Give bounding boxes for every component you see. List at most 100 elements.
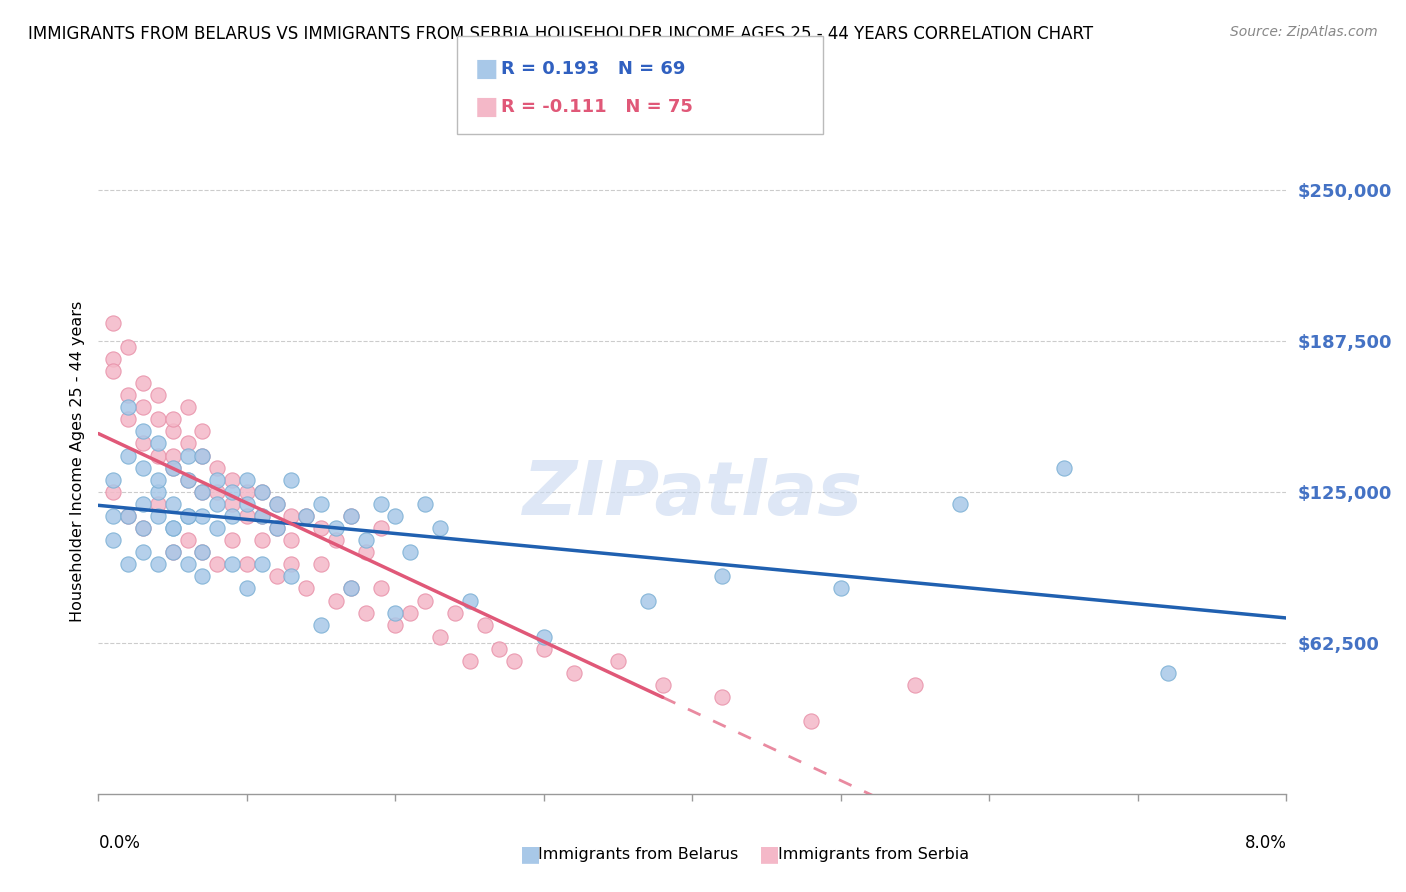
Point	[191, 508, 214, 523]
Point	[191, 449, 214, 463]
Point	[384, 617, 406, 632]
Point	[132, 545, 155, 559]
Point	[132, 460, 155, 475]
Point	[162, 460, 184, 475]
Point	[266, 497, 288, 511]
Point	[280, 569, 302, 583]
Point	[132, 497, 155, 511]
Point	[236, 582, 259, 596]
Point	[207, 460, 229, 475]
Point	[309, 558, 332, 572]
Point	[191, 425, 214, 439]
Point	[207, 473, 229, 487]
Point	[162, 449, 184, 463]
Text: Immigrants from Serbia: Immigrants from Serbia	[778, 847, 969, 862]
Text: ZIPatlas: ZIPatlas	[523, 458, 862, 532]
Point	[207, 558, 229, 572]
Point	[236, 508, 259, 523]
Point	[309, 521, 332, 535]
Point	[309, 617, 332, 632]
Text: R = -0.111   N = 75: R = -0.111 N = 75	[501, 98, 692, 116]
Point	[250, 484, 273, 499]
Point	[904, 678, 927, 692]
Point	[488, 641, 510, 656]
Point	[162, 521, 184, 535]
Point	[191, 569, 214, 583]
Point	[176, 449, 198, 463]
Y-axis label: Householder Income Ages 25 - 44 years: Householder Income Ages 25 - 44 years	[69, 301, 84, 623]
Point	[176, 508, 198, 523]
Point	[191, 545, 214, 559]
Text: 8.0%: 8.0%	[1244, 834, 1286, 852]
Point	[221, 497, 243, 511]
Point	[236, 473, 259, 487]
Point	[103, 473, 125, 487]
Text: R = 0.193   N = 69: R = 0.193 N = 69	[501, 60, 685, 78]
Point	[413, 593, 436, 607]
Point	[207, 521, 229, 535]
Text: 0.0%: 0.0%	[98, 834, 141, 852]
Point	[533, 630, 555, 644]
Point	[280, 558, 302, 572]
Point	[429, 521, 451, 535]
Point	[117, 412, 139, 426]
Point	[250, 508, 273, 523]
Point	[562, 666, 585, 681]
Point	[176, 473, 198, 487]
Point	[117, 340, 139, 354]
Point	[146, 484, 169, 499]
Point	[325, 533, 347, 548]
Point	[800, 714, 823, 729]
Point	[444, 606, 467, 620]
Point	[103, 316, 125, 330]
Point	[949, 497, 972, 511]
Point	[295, 508, 318, 523]
Text: IMMIGRANTS FROM BELARUS VS IMMIGRANTS FROM SERBIA HOUSEHOLDER INCOME AGES 25 - 4: IMMIGRANTS FROM BELARUS VS IMMIGRANTS FR…	[28, 25, 1094, 43]
Point	[146, 412, 169, 426]
Point	[221, 473, 243, 487]
Point	[117, 388, 139, 402]
Point	[236, 558, 259, 572]
Point	[162, 412, 184, 426]
Point	[280, 473, 302, 487]
Point	[191, 484, 214, 499]
Point	[325, 593, 347, 607]
Point	[103, 351, 125, 366]
Point	[103, 508, 125, 523]
Point	[399, 545, 422, 559]
Point	[146, 449, 169, 463]
Point	[221, 508, 243, 523]
Point	[250, 558, 273, 572]
Text: Immigrants from Belarus: Immigrants from Belarus	[538, 847, 738, 862]
Point	[221, 484, 243, 499]
Point	[399, 606, 422, 620]
Point	[354, 545, 377, 559]
Point	[384, 606, 406, 620]
Point	[266, 521, 288, 535]
Point	[117, 508, 139, 523]
Point	[607, 654, 630, 668]
Point	[458, 593, 481, 607]
Point	[103, 484, 125, 499]
Point	[637, 593, 659, 607]
Point	[533, 641, 555, 656]
Point	[340, 582, 363, 596]
Point	[250, 508, 273, 523]
Point	[146, 388, 169, 402]
Point	[236, 497, 259, 511]
Point	[176, 473, 198, 487]
Point	[162, 545, 184, 559]
Point	[280, 508, 302, 523]
Point	[117, 449, 139, 463]
Point	[1053, 460, 1076, 475]
Point	[221, 558, 243, 572]
Point	[340, 508, 363, 523]
Point	[830, 582, 852, 596]
Point	[146, 497, 169, 511]
Point	[221, 533, 243, 548]
Point	[711, 569, 734, 583]
Point	[1156, 666, 1178, 681]
Point	[266, 569, 288, 583]
Point	[146, 473, 169, 487]
Point	[176, 558, 198, 572]
